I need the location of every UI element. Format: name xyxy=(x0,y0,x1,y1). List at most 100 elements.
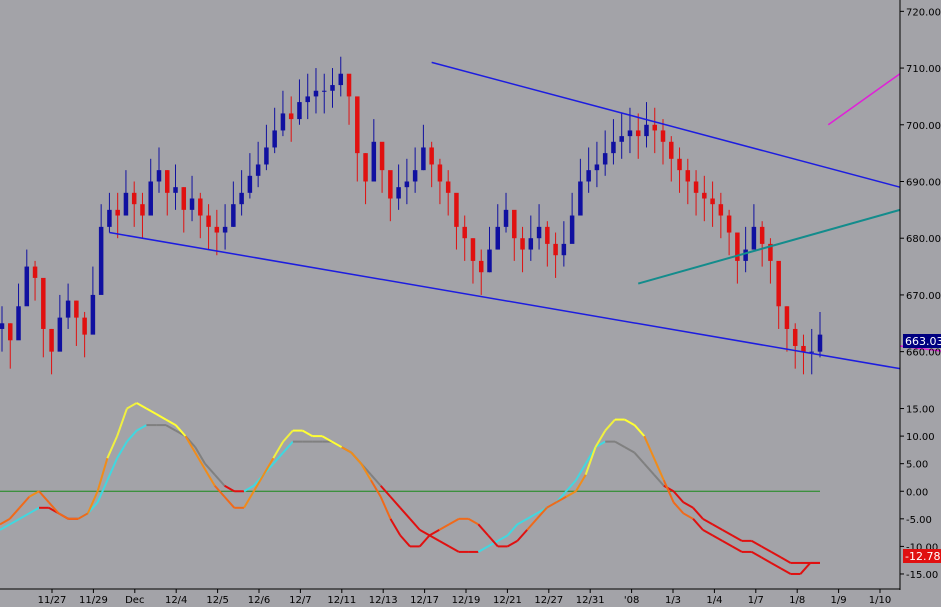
fast-line-segment xyxy=(584,446,597,476)
price-candle xyxy=(140,192,145,239)
slow-line-segment xyxy=(702,517,714,526)
price-candle xyxy=(495,204,501,250)
candle-body xyxy=(528,238,534,250)
candle-body xyxy=(107,209,112,227)
fast-line-segment xyxy=(429,528,440,537)
fast-line-segment xyxy=(468,517,479,526)
price-candle xyxy=(718,192,724,239)
slow-line-segment xyxy=(399,507,411,520)
price-candle xyxy=(561,221,567,267)
price-candle xyxy=(685,158,691,205)
fast-line-segment xyxy=(77,512,89,520)
x-tick-label: 1/8 xyxy=(789,595,805,606)
slow-line-segment xyxy=(282,440,294,454)
candle-body xyxy=(8,323,13,341)
candle-body xyxy=(759,226,765,244)
slow-line-segment xyxy=(526,512,538,520)
price-candle xyxy=(635,113,641,159)
price-candle xyxy=(594,141,600,188)
fast-line-segment xyxy=(682,512,694,520)
fast-line-segment xyxy=(799,562,811,575)
candle-body xyxy=(437,164,443,182)
fast-line-segment xyxy=(214,485,226,498)
price-candle xyxy=(321,73,327,114)
candle-body xyxy=(792,328,798,346)
candle-body xyxy=(710,198,715,205)
fast-line-segment xyxy=(419,534,431,548)
fast-line-segment xyxy=(243,490,255,509)
candle-body xyxy=(470,238,476,261)
x-tick-label: 11/29 xyxy=(79,595,108,606)
slow-line-segment xyxy=(497,534,509,542)
price-candle xyxy=(726,209,732,256)
fast-line-segment xyxy=(38,490,50,503)
price-candle xyxy=(98,204,104,295)
price-candle xyxy=(759,221,765,267)
price-candle xyxy=(148,158,153,216)
fast-line-segment xyxy=(760,556,772,564)
fast-line-segment xyxy=(692,518,704,531)
slow-line-segment xyxy=(272,451,284,465)
price-candle xyxy=(181,187,187,233)
slow-line-segment xyxy=(624,446,636,454)
fast-line-segment xyxy=(546,501,557,509)
fast-line-segment xyxy=(751,551,762,559)
price-candle xyxy=(404,158,410,205)
trendline-upper-channel-blue xyxy=(431,61,901,188)
fast-line-segment xyxy=(526,518,538,531)
candle-body xyxy=(32,266,38,278)
candle-body xyxy=(65,300,71,318)
candle-body xyxy=(255,164,261,176)
fast-line-segment xyxy=(575,474,587,492)
candle-body xyxy=(751,226,757,250)
candle-body xyxy=(520,238,525,250)
price-candle xyxy=(173,164,178,210)
price-candle xyxy=(239,170,244,216)
price-candle xyxy=(528,215,534,261)
price-candle xyxy=(65,283,71,329)
candle-body xyxy=(330,85,335,91)
fast-line-segment xyxy=(48,501,60,514)
candle-body xyxy=(454,192,459,227)
slow-line-segment xyxy=(760,545,772,553)
price-candle xyxy=(421,124,426,171)
price-candle xyxy=(156,147,162,193)
candle-body xyxy=(817,334,823,352)
price-candle xyxy=(445,170,451,216)
fast-line-segment xyxy=(223,496,236,509)
candle-body xyxy=(90,294,96,335)
candle-body xyxy=(627,130,633,137)
candle-body xyxy=(462,226,467,239)
candle-body xyxy=(214,226,220,233)
candle-body xyxy=(280,113,286,131)
candle-body xyxy=(545,226,550,244)
fast-line-segment xyxy=(389,518,402,536)
candle-body xyxy=(487,249,492,273)
candle-body xyxy=(115,209,120,216)
candle-body xyxy=(809,351,814,353)
oscillator-panel xyxy=(0,402,820,575)
candle-body xyxy=(561,243,567,256)
slow-line-segment xyxy=(770,551,782,559)
price-tick-label: 720.00 xyxy=(906,7,941,18)
price-candle xyxy=(735,232,740,284)
fast-line-segment xyxy=(272,441,284,459)
price-candle xyxy=(652,107,657,154)
price-candle xyxy=(272,107,277,154)
oscillator-tick-label: 10.00 xyxy=(906,432,935,443)
x-tick-label: '08 xyxy=(624,595,639,606)
slow-line-segment xyxy=(506,523,519,537)
candle-body xyxy=(652,124,657,131)
fast-line-segment xyxy=(399,534,411,548)
candle-body xyxy=(553,243,558,256)
slow-line-segment xyxy=(9,517,21,526)
fast-line-segment xyxy=(448,517,460,526)
candle-body xyxy=(445,181,451,193)
trendline-resistance-magenta xyxy=(827,73,901,126)
price-candle xyxy=(669,136,674,182)
fast-line-segment xyxy=(487,534,499,548)
slow-line-segment xyxy=(565,479,577,492)
x-tick-label: 12/6 xyxy=(248,595,270,606)
fast-line-segment xyxy=(174,424,187,437)
